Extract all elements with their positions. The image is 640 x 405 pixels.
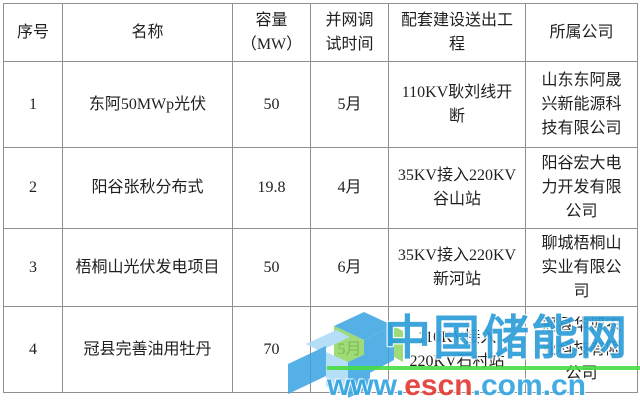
column-header-grid-time: 并网调 试时间 bbox=[310, 3, 389, 62]
projects-table: 序号 名称 容量 （MW） 并网调 试时间 配套建设送出工 程 所属公司 1 东… bbox=[3, 3, 638, 393]
cell-index: 3 bbox=[3, 228, 63, 307]
cell-project: 35KV接入220KV 谷山站 bbox=[388, 147, 526, 229]
cell-grid-time: 5月 bbox=[310, 61, 389, 148]
cell-project: 110KV接入 220KV石村站 bbox=[388, 306, 526, 393]
cell-grid-time: 6月 bbox=[310, 228, 389, 307]
column-header-project: 配套建设送出工 程 bbox=[388, 3, 526, 62]
cell-company: 阳谷宏大电 力开发有限 公司 bbox=[525, 147, 638, 229]
cell-index: 2 bbox=[3, 147, 63, 229]
column-header-capacity: 容量 （MW） bbox=[232, 3, 311, 62]
cell-name: 阳谷张秋分布式 bbox=[62, 147, 233, 229]
cell-name: 梧桐山光伏发电项目 bbox=[62, 228, 233, 307]
cell-project: 35KV接入220KV 新河站 bbox=[388, 228, 526, 307]
cell-name: 冠县完善油用牡丹 bbox=[62, 306, 233, 393]
header-row: 序号 名称 容量 （MW） 并网调 试时间 配套建设送出工 程 所属公司 bbox=[3, 3, 638, 62]
column-header-company: 所属公司 bbox=[525, 3, 638, 62]
table-row: 4 冠县完善油用牡丹 70 5月 110KV接入 220KV石村站 冠县华博农 … bbox=[3, 306, 638, 393]
cell-grid-time: 5月 bbox=[310, 306, 389, 393]
cell-index: 4 bbox=[3, 306, 63, 393]
cell-grid-time: 4月 bbox=[310, 147, 389, 229]
cell-company: 冠县华博农 业科技有限 公司 bbox=[525, 306, 638, 393]
cell-capacity: 50 bbox=[232, 228, 311, 307]
cell-name: 东阿50MWp光伏 bbox=[62, 61, 233, 148]
cell-index: 1 bbox=[3, 61, 63, 148]
cell-capacity: 50 bbox=[232, 61, 311, 148]
column-header-name: 名称 bbox=[62, 3, 233, 62]
cell-project: 110KV耿刘线开 断 bbox=[388, 61, 526, 148]
cell-capacity: 70 bbox=[232, 306, 311, 393]
table-row: 3 梧桐山光伏发电项目 50 6月 35KV接入220KV 新河站 聊城梧桐山 … bbox=[3, 228, 638, 307]
table-row: 2 阳谷张秋分布式 19.8 4月 35KV接入220KV 谷山站 阳谷宏大电 … bbox=[3, 147, 638, 229]
cell-capacity: 19.8 bbox=[232, 147, 311, 229]
table-row: 1 东阿50MWp光伏 50 5月 110KV耿刘线开 断 山东东阿晟 兴新能源… bbox=[3, 61, 638, 148]
cell-company: 山东东阿晟 兴新能源科 技有限公司 bbox=[525, 61, 638, 148]
cell-company: 聊城梧桐山 实业有限公 司 bbox=[525, 228, 638, 307]
column-header-index: 序号 bbox=[3, 3, 63, 62]
